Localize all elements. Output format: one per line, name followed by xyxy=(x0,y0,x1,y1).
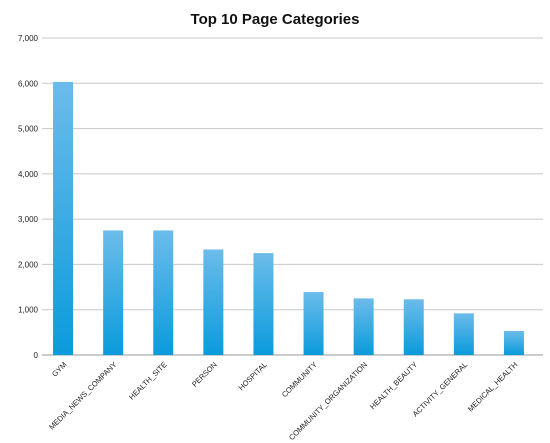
x-tick-label: HEALTH_SITE xyxy=(127,360,169,402)
bar-activity-general xyxy=(453,313,474,355)
x-tick-label: GYM xyxy=(50,360,68,378)
x-tick-label: HEALTH_BEAUTY xyxy=(368,360,419,411)
x-tick-label: COMMUNITY xyxy=(280,360,319,399)
bar-health-beauty xyxy=(403,299,424,355)
y-tick-label: 3,000 xyxy=(18,215,39,224)
x-tick-label: ACTIVITY_GENERAL xyxy=(411,360,470,419)
bar-media-news-company xyxy=(103,230,124,355)
x-tick-label: MEDICAL_HEALTH xyxy=(466,360,519,413)
gridlines xyxy=(42,37,543,311)
y-tick-label: 7,000 xyxy=(18,34,39,43)
bar-community-organization xyxy=(353,298,374,355)
y-tick-label: 6,000 xyxy=(18,79,39,88)
y-tick-label: 5,000 xyxy=(18,125,39,134)
bars xyxy=(53,81,524,356)
bar-community xyxy=(303,292,324,355)
y-tick-label: 2,000 xyxy=(18,260,39,269)
bar-hospital xyxy=(253,253,274,355)
y-tick-label: 1,000 xyxy=(18,306,39,315)
bar-medical-health xyxy=(503,330,524,355)
chart-title: Top 10 Page Categories xyxy=(191,11,360,28)
x-tick-label: PERSON xyxy=(190,360,219,389)
y-tick-label: 4,000 xyxy=(18,170,39,179)
y-tick-label: 0 xyxy=(34,351,39,360)
bar-health-site xyxy=(153,230,174,355)
bar-gym xyxy=(53,81,74,356)
y-axis-ticks: 0 1,000 2,000 3,000 4,000 5,000 6,000 7,000 xyxy=(18,34,39,360)
bar-person xyxy=(203,249,224,355)
x-tick-label: HOSPITAL xyxy=(237,360,269,392)
